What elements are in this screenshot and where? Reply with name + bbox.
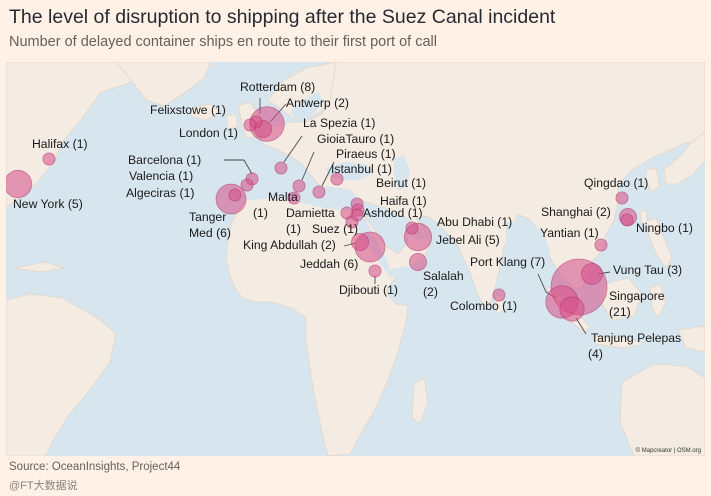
algeciras-bubble [228,188,242,202]
new-york-label: New York (5) [13,197,83,211]
shanghai-label: Shanghai (2) [541,205,611,219]
world-map: New York (5) Halifax (1) Rotterdam (8) Antw… [6,62,705,456]
london-label: London (1) [179,126,238,140]
yantian-bubble [594,238,608,252]
suez-bubble [345,215,359,229]
halifax-bubble [42,152,56,166]
greenland [115,62,212,107]
tanger-med-label-line-2: Med (6) [189,226,231,240]
istanbul-label: Istanbul (1) [331,162,392,176]
vung-tau-bubble [581,262,604,285]
taiwan [639,209,648,225]
suez-label: Suez (1) [312,222,358,236]
felixstowe-label: Felixstowe (1) [150,103,226,117]
singapore-label-line-2: (21) [609,305,631,319]
gioia-tauro-leader-line [301,151,315,181]
tanjung-pelepas-label-line-2: (4) [588,347,603,361]
istanbul-bubble [330,172,344,186]
port-labels: New York (5) Halifax (1) Rotterdam (8) Antw… [13,80,693,361]
ireland [225,113,239,131]
philippines [645,217,673,269]
tanjung-pelepas-bubble [559,296,585,322]
qingdao-label: Qingdao (1) [584,176,648,190]
south-america [6,293,117,456]
chart-subtitle: Number of delayed container ships en rou… [9,34,437,50]
new-york-bubble [6,169,33,199]
ningbo-label: Ningbo (1) [636,221,693,235]
gioia-tauro-bubble [292,179,306,193]
la-spezia-leader-line [283,135,303,163]
valencia-bubble [240,178,254,192]
tanger-med-label-line-1: Tanger [189,210,226,224]
abu-dhabi-label: Abu Dhabi (1) [437,215,512,229]
ashdod-label: Ashdod (1) [363,206,423,220]
australia [619,363,705,456]
damietta-label-line-2: (1) [286,222,301,236]
gioia-tauro-label: GioiaTauro (1) [317,132,394,146]
qingdao-bubble [615,191,629,205]
piraeus-bubble [312,185,326,199]
barcelona-label: Barcelona (1) [128,153,201,167]
djibouti-label: Djibouti (1) [339,283,398,297]
borneo [601,277,643,321]
chart-title: The level of disruption to shipping afte… [9,6,556,28]
java [591,335,647,349]
port-bubbles [6,106,638,322]
singapore-label-line-1: Singapore [609,289,665,303]
djibouti-bubble [368,264,382,278]
salalah-label-line-1: Salalah [423,269,464,283]
king-abdullah-label: King Abdullah (2) [243,238,336,252]
tanjung-pelepas-label-line-1: Tanjung Pelepas [591,331,681,345]
jeddah-label: Jeddah (6) [300,257,358,271]
iceland [190,103,221,121]
london-bubble [243,118,257,132]
abu-dhabi-bubble [405,221,419,235]
piraeus-leader-line [321,161,335,187]
piraeus-label: Piraeus (1) [336,147,396,161]
watermark: @FT大数据说 [9,480,78,492]
bay-of-bengal [506,222,550,276]
algeciras-label: Algeciras (1) [126,186,194,200]
mediterranean-sea [242,176,358,210]
halifax-label: Halifax (1) [32,137,88,151]
madagascar [411,377,429,425]
sulawesi [649,283,667,319]
baltic-sea [290,92,324,122]
korea [645,167,661,193]
cuba [13,261,65,273]
source-note: Source: OceanInsights, Project44 [9,461,181,473]
malta-label-line-1: Malta [268,190,298,204]
salalah-label-line-2: (2) [423,285,438,299]
beirut-label: Beirut (1) [376,176,426,190]
la-spezia-label: La Spezia (1) [303,116,376,130]
valencia-label: Valencia (1) [129,169,193,183]
king-abdullah-bubble [350,232,369,251]
vung-tau-label: Vung Tau (3) [613,263,682,277]
yantian-label: Yantian (1) [540,226,599,240]
damietta-label-line-1: Damietta [286,206,335,220]
malta-label-line-2: (1) [253,206,268,220]
antwerp-label: Antwerp (2) [286,96,349,110]
haifa-label: Haifa (1) [380,194,427,208]
colombo-bubble [492,288,506,302]
port-klang-label: Port Klang (7) [470,255,545,269]
map-attribution: © Mapcreator | OSM.org [636,447,701,454]
la-spezia-bubble [274,161,288,175]
jebel-ali-label: Jebel Ali (5) [436,233,500,247]
japan [663,131,705,185]
rotterdam-label: Rotterdam (8) [240,80,315,94]
caspian-sea [394,156,410,190]
barcelona-leader-line [224,159,253,175]
salalah-bubble [408,252,427,271]
new-guinea [677,325,705,353]
ningbo-bubble [620,213,634,227]
malta-bubble [287,191,301,205]
colombo-label: Colombo (1) [450,299,517,313]
tanjung-pelepas-leader-line [575,317,587,335]
